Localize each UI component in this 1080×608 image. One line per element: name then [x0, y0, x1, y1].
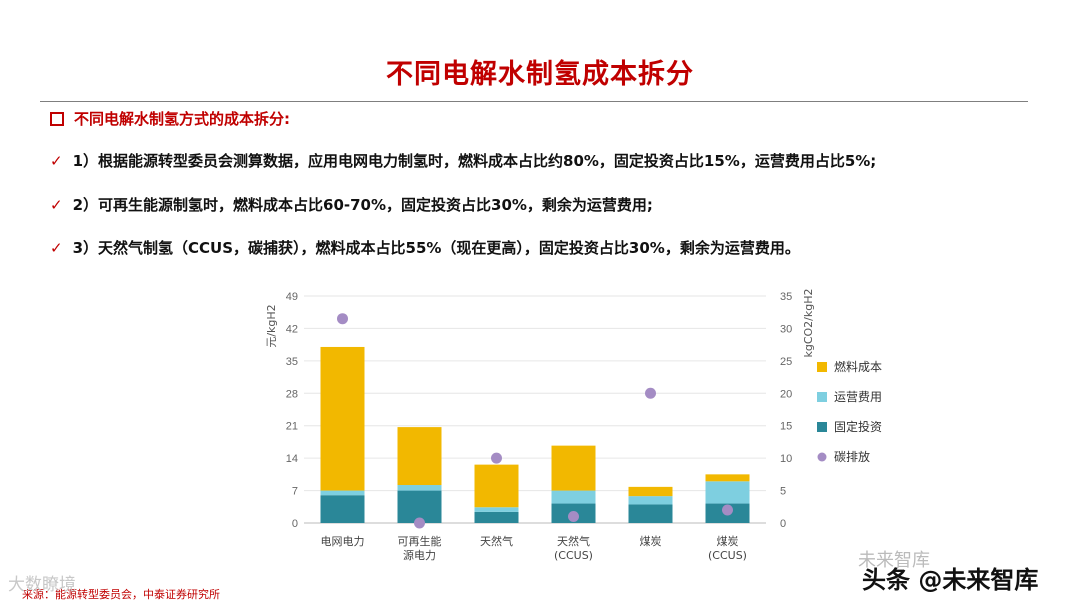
y-axis-title-left: 元/kgH2 [265, 304, 278, 347]
y-tick-label-left: 0 [292, 518, 298, 530]
x-category-label: 煤炭 [717, 535, 739, 548]
legend-swatch [817, 452, 827, 462]
legend-label: 固定投资 [834, 419, 882, 434]
y-tick-label-left: 14 [286, 453, 298, 465]
emission-point [337, 313, 348, 325]
watermark-top: 未来智库 [858, 550, 930, 571]
x-category-label: 煤炭 [640, 535, 662, 548]
x-category-label: (CCUS) [554, 549, 593, 562]
bar-segment [397, 427, 442, 486]
bar-segment [474, 464, 519, 508]
emission-point [414, 517, 425, 529]
legend-swatch [817, 362, 827, 372]
y-axis-title-right: kgCO2/kgH2 [802, 288, 815, 357]
x-category-label: 天然气 [557, 534, 590, 548]
x-category-label: 电网电力 [321, 535, 365, 548]
legend-label: 运营费用 [834, 390, 882, 404]
emission-point [568, 511, 579, 523]
bullet-text: 2）可再生能源制氢时，燃料成本占比60-70%，固定投资占比30%，剩余为运营费… [72, 196, 653, 214]
legend-label: 燃料成本 [834, 359, 882, 374]
x-category-label: 天然气 [480, 534, 513, 548]
section-heading-text: 不同电解水制氢方式的成本拆分: [74, 110, 291, 128]
bar-segment [320, 495, 365, 523]
y-tick-label-left: 42 [286, 323, 298, 335]
check-icon: ✓ [50, 195, 63, 214]
title-divider [40, 101, 1028, 102]
legend-label: 碳排放 [834, 449, 870, 464]
emission-point [645, 387, 656, 399]
bullet-text: 3）天然气制氢（CCUS，碳捕获），燃料成本占比55%（现在更高），固定投资占比… [72, 239, 800, 257]
bar-segment [551, 445, 596, 491]
y-tick-label-right: 15 [780, 421, 792, 433]
bar-segment [320, 346, 365, 491]
y-tick-label-right: 25 [780, 356, 792, 368]
section-heading: 不同电解水制氢方式的成本拆分: [50, 108, 290, 129]
bar-segment [628, 486, 673, 497]
bar-segment [397, 485, 442, 491]
y-tick-label-right: 20 [780, 388, 792, 400]
bullet-item: ✓ 3）天然气制氢（CCUS，碳捕获），燃料成本占比55%（现在更高），固定投资… [50, 237, 800, 258]
legend-swatch [817, 422, 827, 432]
y-tick-label-right: 5 [780, 486, 786, 498]
bar-segment [320, 490, 365, 496]
x-category-label: (CCUS) [708, 549, 747, 562]
y-tick-label-left: 35 [286, 356, 298, 368]
watermark-left: 大数瞭境 [8, 575, 76, 595]
bullet-item: ✓ 2）可再生能源制氢时，燃料成本占比60-70%，固定投资占比30%，剩余为运… [50, 194, 653, 215]
y-tick-label-right: 35 [780, 291, 792, 303]
check-icon: ✓ [50, 238, 63, 257]
emission-point [722, 504, 733, 516]
check-icon: ✓ [50, 151, 63, 170]
bar-segment [705, 481, 750, 504]
bar-segment [628, 504, 673, 523]
y-tick-label-left: 21 [286, 421, 298, 433]
legend-swatch [817, 392, 827, 402]
source-note: 来源：能源转型委员会，中泰证券研究所 [22, 588, 220, 601]
y-tick-label-left: 28 [286, 388, 298, 400]
x-category-label: 可再生能 [398, 534, 442, 548]
bar-segment [474, 511, 519, 523]
y-tick-label-right: 30 [780, 323, 792, 335]
bar-segment [551, 490, 596, 504]
y-tick-label-right: 0 [780, 518, 786, 530]
square-bullet-icon [50, 111, 64, 126]
bullet-text: 1）根据能源转型委员会测算数据，应用电网电力制氢时，燃料成本占比约80%，固定投… [72, 152, 877, 170]
x-category-label: 源电力 [403, 548, 436, 562]
y-tick-label-left: 49 [286, 291, 298, 303]
y-tick-label-right: 10 [780, 453, 792, 465]
emission-point [491, 452, 502, 464]
bar-segment [705, 474, 750, 482]
y-tick-label-left: 7 [292, 486, 298, 498]
bullet-item: ✓ 1）根据能源转型委员会测算数据，应用电网电力制氢时，燃料成本占比约80%，固… [50, 150, 876, 171]
watermark-main: 头条 @未来智库 [862, 566, 1039, 594]
page-title: 不同电解水制氢成本拆分 [386, 59, 694, 90]
bar-segment [628, 496, 673, 505]
bar-segment [474, 507, 519, 512]
